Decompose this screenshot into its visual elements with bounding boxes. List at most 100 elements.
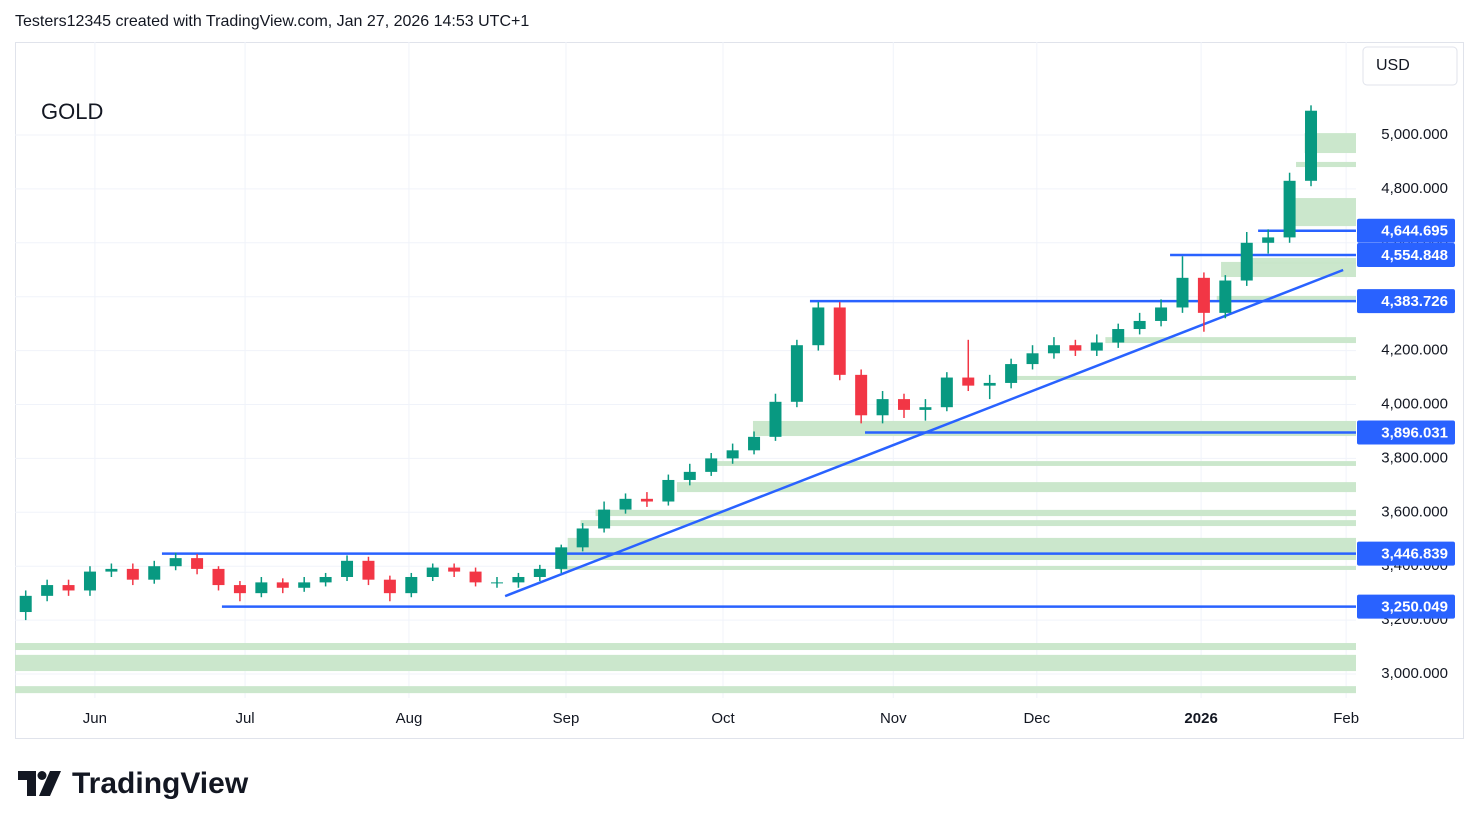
level-label: 3,896.031 <box>1381 424 1448 441</box>
candle-body <box>1026 353 1039 365</box>
y-tick-label: 3,600.000 <box>1381 503 1448 520</box>
candle-body <box>41 585 54 596</box>
candle-body <box>1262 237 1275 243</box>
header: Testers12345 created with TradingView.co… <box>15 13 529 30</box>
currency: USD <box>1376 57 1410 74</box>
candle-body <box>876 399 889 416</box>
level-label-box <box>1357 218 1455 243</box>
zone <box>1296 161 1356 168</box>
candle-body <box>1112 329 1125 343</box>
candle-body <box>1240 242 1253 281</box>
level-label-box <box>1357 420 1455 445</box>
x-tick-label: Oct <box>711 710 735 727</box>
x-tick-label: Aug <box>396 710 423 727</box>
candle-body <box>1133 320 1146 330</box>
candle-body <box>105 568 118 572</box>
zone <box>567 537 1356 561</box>
candle-body <box>169 558 182 567</box>
x-tick-label: Sep <box>553 710 580 727</box>
candle-body <box>1176 277 1189 308</box>
x-tick-label: Jun <box>83 710 107 727</box>
x-tick-label: Dec <box>1023 710 1050 727</box>
level-label-box <box>1357 289 1455 314</box>
candle-body <box>212 568 225 586</box>
candle-body <box>341 560 354 577</box>
zone <box>1105 337 1356 344</box>
candle-body <box>276 582 289 588</box>
candle-body <box>1090 342 1103 351</box>
zone <box>715 461 1356 466</box>
candle-body <box>62 585 75 591</box>
level-label-box <box>1357 594 1455 619</box>
zone <box>1304 133 1356 154</box>
candle-body <box>469 571 482 583</box>
level-label: 3,250.049 <box>1381 599 1448 616</box>
candle-body <box>919 407 932 410</box>
zone <box>1251 257 1356 265</box>
candle-body <box>383 579 396 594</box>
candle-body <box>898 399 911 410</box>
candle-body <box>1047 345 1060 354</box>
candle-body <box>1197 277 1210 313</box>
brand: TradingView <box>72 767 249 800</box>
x-tick-label: Feb <box>1333 710 1359 727</box>
candle-body <box>962 377 975 386</box>
candle-body <box>940 377 953 408</box>
y-tick-label: 4,000.000 <box>1381 395 1448 412</box>
candle-body <box>83 571 96 591</box>
zone <box>1289 198 1356 227</box>
zone <box>559 565 1356 570</box>
y-tick-label: 3,000.000 <box>1381 665 1448 682</box>
level-label: 4,644.695 <box>1381 223 1448 240</box>
y-tick-label: 4,200.000 <box>1381 342 1448 359</box>
brand-logo <box>18 771 61 796</box>
candle-body <box>855 374 868 416</box>
level-label: 3,446.839 <box>1381 546 1448 563</box>
zone <box>595 509 1356 517</box>
candle-body <box>448 567 461 572</box>
candle-body <box>319 576 332 583</box>
level-label: 4,554.848 <box>1381 247 1448 264</box>
candle-body <box>1069 345 1082 351</box>
candle-body <box>405 576 418 594</box>
candle-body <box>1283 180 1296 238</box>
candle-body <box>748 436 761 451</box>
candle-body <box>1005 364 1018 383</box>
x-tick-label: Nov <box>880 710 907 727</box>
candle-body <box>1155 307 1168 321</box>
candle-body <box>555 547 568 569</box>
candle-body <box>191 558 204 569</box>
currency-box[interactable] <box>1362 46 1458 86</box>
zone <box>1221 261 1356 278</box>
candle-body <box>598 509 611 529</box>
candle-body <box>640 498 653 502</box>
level-label-box <box>1357 541 1455 566</box>
candle-body <box>790 345 803 402</box>
level-label-box <box>1357 242 1455 267</box>
candle-body <box>619 498 632 510</box>
y-tick-label: 4,800.000 <box>1381 180 1448 197</box>
candle-body <box>812 307 825 346</box>
zone <box>1216 295 1356 300</box>
zone <box>15 643 1356 651</box>
candle-body <box>126 568 139 580</box>
candle-body <box>298 582 311 588</box>
frame <box>15 42 1464 739</box>
candle-body <box>1305 110 1318 181</box>
candle-body <box>426 567 439 577</box>
zone <box>1015 375 1356 380</box>
y-tick-label: 3,800.000 <box>1381 449 1448 466</box>
candle-body <box>255 582 268 594</box>
level-label: 4,383.726 <box>1381 293 1448 310</box>
candle-body <box>769 401 782 437</box>
candle-body <box>705 458 718 472</box>
candle-body <box>533 568 546 577</box>
candle-body <box>148 566 161 580</box>
candle-body <box>662 479 675 502</box>
candle-body <box>233 585 246 594</box>
candle-body <box>490 582 503 584</box>
candle-body <box>1219 280 1232 313</box>
candle-body <box>983 382 996 386</box>
candle-body <box>362 560 375 580</box>
